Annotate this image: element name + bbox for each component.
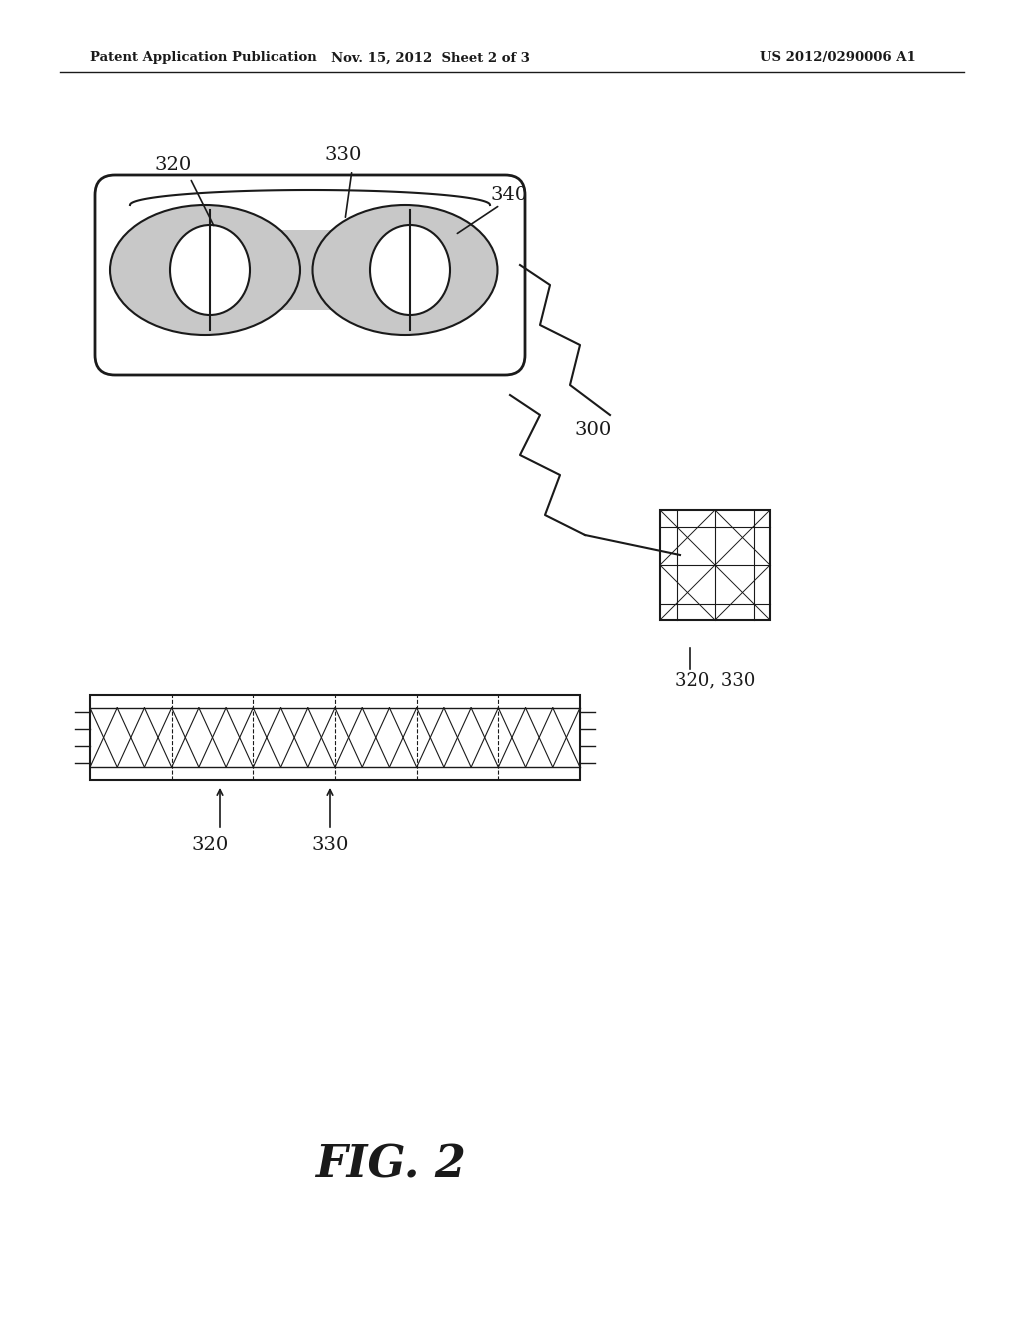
Bar — [90, 696, 580, 780]
Bar — [660, 510, 770, 620]
Text: 330: 330 — [311, 836, 349, 854]
Text: Patent Application Publication: Patent Application Publication — [90, 51, 316, 65]
Text: 330: 330 — [325, 147, 362, 164]
Ellipse shape — [110, 205, 300, 335]
Text: Nov. 15, 2012  Sheet 2 of 3: Nov. 15, 2012 Sheet 2 of 3 — [331, 51, 529, 65]
Ellipse shape — [370, 224, 450, 315]
Text: 340: 340 — [490, 186, 527, 205]
FancyBboxPatch shape — [95, 176, 525, 375]
Text: US 2012/0290006 A1: US 2012/0290006 A1 — [760, 51, 915, 65]
Text: 320: 320 — [155, 156, 193, 174]
Ellipse shape — [312, 205, 498, 335]
Text: FIG. 2: FIG. 2 — [314, 1143, 466, 1187]
Text: 320, 330: 320, 330 — [675, 671, 755, 689]
Ellipse shape — [170, 224, 250, 315]
FancyBboxPatch shape — [255, 230, 355, 310]
Text: 300: 300 — [575, 421, 612, 440]
Text: 320: 320 — [191, 836, 228, 854]
